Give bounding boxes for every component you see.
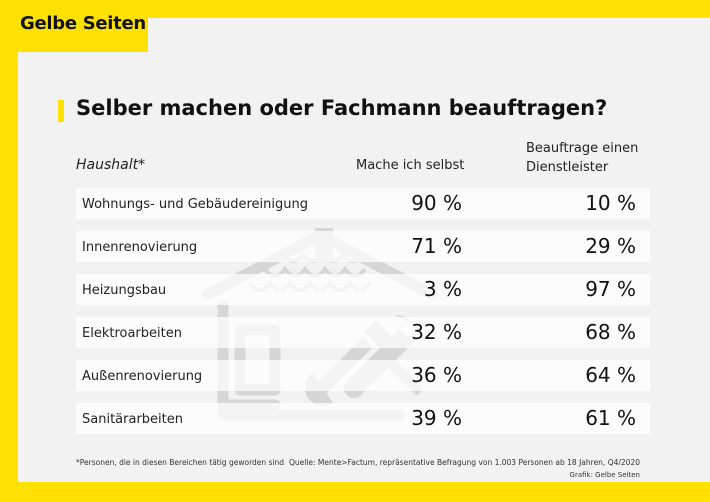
row-label: Heizungsbau: [82, 283, 167, 298]
source-note: Quelle: Mente>Factum, repräsentative Bef…: [288, 458, 640, 467]
title-accent-bar: [58, 100, 64, 122]
row-label: Sanitärarbeiten: [82, 412, 183, 427]
table-row: Sanitärarbeiten 39 % 61 %: [76, 403, 650, 434]
value-service: 97 %: [585, 277, 636, 301]
value-self: 36 %: [411, 363, 462, 387]
table-row: Innenrenovierung 71 % 29 %: [76, 231, 650, 262]
value-self: 71 %: [411, 234, 462, 258]
value-self: 3 %: [423, 277, 462, 301]
value-service: 64 %: [585, 363, 636, 387]
value-service: 61 %: [585, 406, 636, 430]
value-service: 68 %: [585, 320, 636, 344]
value-self: 39 %: [411, 406, 462, 430]
value-self: 90 %: [411, 191, 462, 215]
row-header: Haushalt*: [76, 157, 146, 173]
table-row: Heizungsbau 3 % 97 %: [76, 274, 650, 305]
row-label: Wohnungs- und Gebäudereinigung: [82, 197, 308, 212]
card-top-strip: [148, 18, 710, 52]
graphic-credit: Grafik: Gelbe Seiten: [569, 471, 640, 479]
column-header-self: Mache ich selbst: [356, 158, 465, 173]
row-label: Außenrenovierung: [82, 369, 203, 384]
value-service: 10 %: [585, 191, 636, 215]
brand-logo: Gelbe Seiten: [0, 0, 148, 52]
row-label: Innenrenovierung: [82, 240, 198, 255]
footnote: *Personen, die in diesen Bereichen tätig…: [76, 458, 285, 467]
column-header-service: Beauftrage einen Dienstleister: [526, 141, 639, 175]
brand-logo-text: Gelbe Seiten: [20, 13, 146, 34]
value-service: 29 %: [585, 234, 636, 258]
table-row: Wohnungs- und Gebäudereinigung 90 % 10 %: [76, 188, 650, 219]
row-label: Elektroarbeiten: [82, 326, 182, 341]
chart-title: Selber machen oder Fachmann beauftragen?: [76, 96, 608, 120]
value-self: 32 %: [411, 320, 462, 344]
table-row: Außenrenovierung 36 % 64 %: [76, 360, 650, 391]
table-row: Elektroarbeiten 32 % 68 %: [76, 317, 650, 348]
